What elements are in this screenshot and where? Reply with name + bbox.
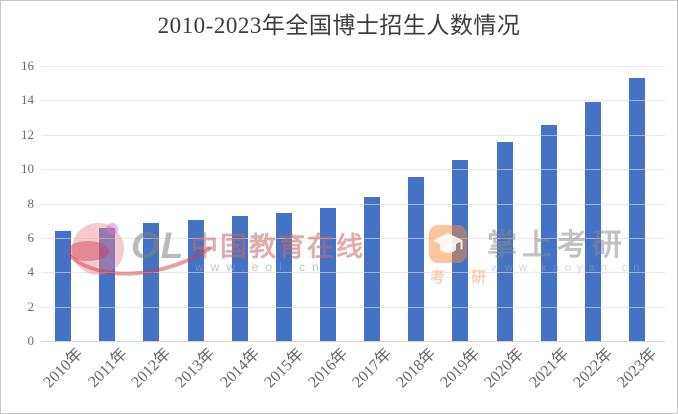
gridline: [41, 134, 665, 136]
gridline: [41, 306, 665, 308]
x-axis-tick-label: 2020年: [481, 345, 528, 392]
y-axis-tick-label: 8: [27, 195, 35, 211]
bar-2015年: [275, 213, 292, 341]
chart-title: 2010-2023年全国博士招生人数情况: [157, 13, 521, 38]
x-axis-tick-label: 2010年: [40, 345, 87, 392]
gridline: [41, 341, 665, 342]
bar-2020年: [496, 141, 513, 341]
gridline: [41, 169, 665, 171]
x-axis-tick-label: 2018年: [393, 345, 440, 392]
bar-2022年: [584, 102, 601, 341]
y-axis-tick-label: 0: [27, 333, 35, 348]
gridline: [41, 203, 665, 205]
x-axis-tick-label: 2023年: [614, 345, 661, 392]
y-axis-tick-label: 16: [21, 58, 34, 73]
gridline: [41, 237, 665, 239]
bar-2014年: [231, 216, 248, 341]
gridline: [41, 272, 665, 274]
y-axis-tick-label: 6: [27, 229, 35, 245]
bar-2012年: [143, 223, 160, 341]
x-axis-tick-label: 2011年: [84, 345, 131, 391]
y-axis-tick-label: 12: [21, 126, 34, 142]
x-axis-tick-label: 2012年: [128, 345, 175, 392]
bar-2016年: [319, 208, 336, 341]
x-axis-tick-label: 2021年: [525, 345, 572, 392]
bar-2023年: [628, 77, 645, 341]
x-axis-tick-label: 2019年: [437, 345, 484, 392]
bar-2019年: [452, 160, 469, 341]
x-axis-tick-label: 2016年: [305, 345, 352, 392]
x-axis-tick-label: 2022年: [570, 345, 617, 392]
gridline: [41, 100, 665, 102]
bar-2018年: [408, 176, 425, 341]
bar-2010年: [55, 231, 72, 341]
x-axis-tick-label: 2017年: [349, 345, 396, 392]
gridline: [41, 66, 665, 67]
bar-2021年: [540, 124, 557, 341]
y-axis-tick-label: 4: [27, 264, 35, 280]
y-axis-tick-label: 2: [27, 298, 35, 314]
bar-2017年: [364, 196, 381, 341]
y-axis-tick-label: 14: [21, 92, 34, 108]
x-axis-tick-label: 2013年: [172, 345, 219, 392]
x-axis-tick-label: 2015年: [261, 345, 308, 392]
y-axis-tick-label: 10: [21, 161, 34, 177]
x-axis-tick-label: 2014年: [216, 345, 263, 392]
bar-2011年: [99, 228, 116, 341]
